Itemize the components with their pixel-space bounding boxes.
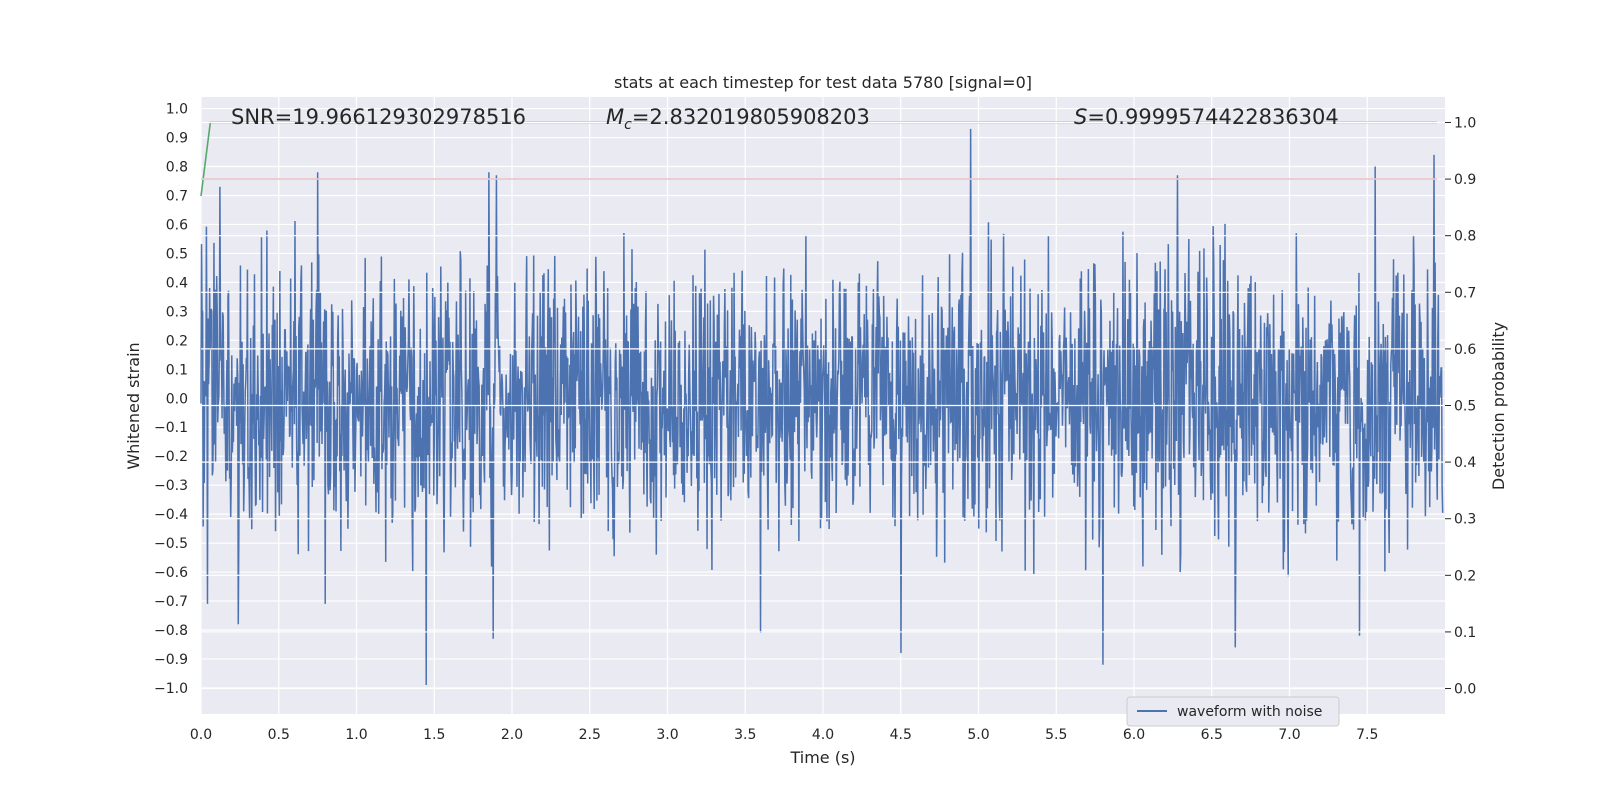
y-right-tick-label: 0.7 <box>1454 285 1476 301</box>
x-tick-label: 2.5 <box>579 727 601 743</box>
y-left-tick-label: 0.4 <box>166 275 188 291</box>
x-tick-label: 6.0 <box>1123 727 1145 743</box>
x-tick-label: 7.0 <box>1278 727 1300 743</box>
y-left-tick-label: −1.0 <box>154 681 188 697</box>
chirp-mass-symbol: M <box>606 105 624 129</box>
x-tick-label: 0.0 <box>190 727 212 743</box>
y-axis-label-right: Detection probability <box>1489 322 1508 490</box>
x-tick-label: 5.0 <box>967 727 989 743</box>
y-right-tick-label: 0.0 <box>1454 682 1476 698</box>
y-right-tick-label: 0.8 <box>1454 229 1476 245</box>
x-tick-label: 4.5 <box>890 727 912 743</box>
x-tick-label: 3.5 <box>734 727 756 743</box>
x-tick-label: 5.5 <box>1045 727 1067 743</box>
y-left-tick-label: −0.8 <box>154 623 188 639</box>
grid-y-right <box>201 121 1445 690</box>
y-right-tick-labels: 1.0 0.9 0.8 0.7 0.6 0.5 0.4 0.3 0.2 0.1 0.0 <box>1445 115 1476 698</box>
y-left-tick-label: 0.1 <box>166 362 188 378</box>
chart-title: stats at each timestep for test data 578… <box>614 73 1032 92</box>
x-tick-label: 1.0 <box>345 727 367 743</box>
y-right-tick-label: 1.0 <box>1454 115 1476 131</box>
x-tick-label: 4.0 <box>812 727 834 743</box>
y-left-tick-label: 0.3 <box>166 304 188 320</box>
y-left-tick-label: 0.0 <box>166 391 188 407</box>
x-tick-label: 7.5 <box>1356 727 1378 743</box>
chirp-mass-value: =2.832019805908203 <box>632 105 870 129</box>
y-left-tick-label: 1.0 <box>166 102 188 118</box>
chirp-mass-subscript: c <box>624 117 632 133</box>
y-right-tick-label: 0.4 <box>1454 455 1476 471</box>
y-right-tick-label: 0.3 <box>1454 512 1476 528</box>
score-annotation: S=0.9999574422836304 <box>1074 105 1339 129</box>
legend-box <box>1126 696 1340 727</box>
y-left-tick-label: 0.5 <box>166 246 188 262</box>
y-right-tick-label: 0.1 <box>1454 625 1476 641</box>
y-left-tick-label: −0.3 <box>154 478 188 494</box>
y-left-tick-labels: 1.0 0.9 0.8 0.7 0.6 0.5 0.4 0.3 0.2 0.1 0.0 −0.1 −0.… <box>154 102 188 697</box>
y-left-tick-label: −0.1 <box>154 420 188 436</box>
x-tick-label: 0.5 <box>268 727 290 743</box>
y-left-tick-label: −0.7 <box>154 594 188 610</box>
y-left-tick-label: −0.9 <box>154 652 188 668</box>
y-left-tick-label: 0.9 <box>166 131 188 147</box>
waveform-line <box>200 128 1444 686</box>
score-value: =0.9999574422836304 <box>1087 105 1338 129</box>
x-tick-label: 6.5 <box>1201 727 1223 743</box>
score-symbol: S <box>1074 105 1087 129</box>
y-right-tick-label: 0.6 <box>1454 342 1476 358</box>
x-tick-label: 2.0 <box>501 727 523 743</box>
y-right-tick-label: 0.2 <box>1454 568 1476 584</box>
y-right-tick-label: 0.5 <box>1454 399 1476 415</box>
y-left-tick-label: −0.5 <box>154 536 188 552</box>
y-axis-label-left: Whitened strain <box>124 342 143 469</box>
y-left-tick-label: 0.6 <box>166 217 188 233</box>
y-left-tick-label: 0.2 <box>166 333 188 349</box>
chirp-mass-annotation: Mc=2.832019805908203 <box>606 105 870 133</box>
x-tick-label: 1.5 <box>423 727 445 743</box>
y-right-tick-label: 0.9 <box>1454 172 1476 188</box>
y-left-tick-label: −0.6 <box>154 565 188 581</box>
legend-label-waveform: waveform with noise <box>1177 704 1322 720</box>
waveform-series <box>200 128 1444 686</box>
y-left-tick-label: −0.2 <box>154 449 188 465</box>
x-tick-label: 3.0 <box>656 727 678 743</box>
y-left-tick-label: 0.7 <box>166 188 188 204</box>
x-axis-label: Time (s) <box>789 748 855 767</box>
y-left-tick-label: −0.4 <box>154 507 188 523</box>
y-left-tick-label: 0.8 <box>166 160 188 176</box>
legend: waveform with noise <box>1126 696 1340 727</box>
x-tick-labels: 0.0 0.5 1.0 1.5 2.0 2.5 3.0 3.5 4.0 4.5 5.0 5.5 6.0 6… <box>190 727 1379 743</box>
snr-annotation: SNR=19.966129302978516 <box>231 105 526 129</box>
